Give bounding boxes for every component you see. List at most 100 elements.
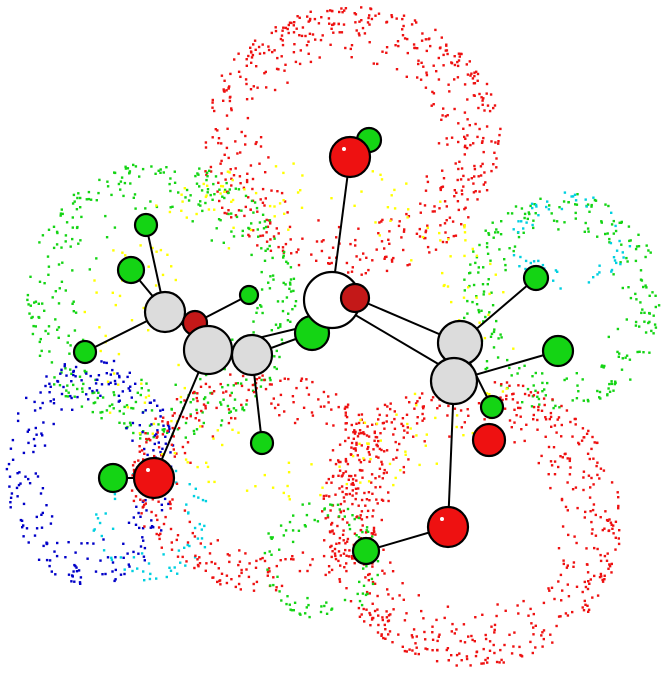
surface-dot xyxy=(403,619,407,622)
surface-dot xyxy=(179,395,183,399)
surface-dot xyxy=(254,48,257,51)
surface-dot xyxy=(422,617,425,620)
surface-dot xyxy=(34,300,38,303)
surface-dot xyxy=(474,122,477,126)
surface-dot xyxy=(230,391,233,395)
surface-dot xyxy=(206,191,209,194)
surface-dot xyxy=(133,193,137,196)
surface-dot xyxy=(512,254,516,257)
surface-dot xyxy=(357,487,360,490)
surface-dot xyxy=(381,569,384,572)
surface-dot xyxy=(610,223,614,226)
surface-dot xyxy=(405,612,408,615)
surface-dot xyxy=(532,394,536,397)
surface-dot xyxy=(564,505,568,509)
surface-dot xyxy=(529,204,532,208)
surface-dot xyxy=(205,178,208,182)
surface-dot xyxy=(132,499,136,503)
surface-dot xyxy=(150,525,154,528)
surface-dot xyxy=(171,426,174,430)
surface-dot xyxy=(600,221,603,224)
surface-dot xyxy=(537,405,540,409)
surface-dot xyxy=(22,451,26,455)
surface-dot xyxy=(392,608,395,611)
surface-dot xyxy=(26,430,29,433)
surface-dot xyxy=(211,106,214,109)
surface-dot xyxy=(483,171,486,174)
surface-dot xyxy=(63,363,66,366)
surface-dot xyxy=(245,403,248,406)
surface-dot xyxy=(351,514,354,517)
surface-dot xyxy=(381,618,384,622)
surface-dot xyxy=(553,424,557,427)
surface-dot xyxy=(126,552,129,555)
surface-dot xyxy=(481,613,484,616)
surface-dot xyxy=(210,392,214,395)
surface-dot xyxy=(386,206,390,209)
surface-dot xyxy=(170,407,173,411)
surface-dot xyxy=(255,378,259,381)
surface-dot xyxy=(415,635,418,638)
surface-dot xyxy=(515,414,518,417)
surface-dot xyxy=(34,472,37,475)
surface-dot xyxy=(139,433,142,436)
surface-dot xyxy=(362,431,365,434)
surface-dot xyxy=(357,227,360,230)
surface-dot xyxy=(359,481,362,484)
surface-dot xyxy=(128,421,132,424)
surface-dot xyxy=(266,568,269,571)
surface-dot xyxy=(50,570,53,573)
surface-dot xyxy=(604,232,607,236)
surface-dot xyxy=(553,597,556,601)
surface-dot xyxy=(593,574,596,578)
surface-dot xyxy=(620,368,624,371)
surface-dot xyxy=(225,390,228,393)
surface-dot xyxy=(353,562,356,565)
surface-dot xyxy=(547,208,551,211)
surface-dot xyxy=(354,497,357,501)
surface-dot xyxy=(495,157,498,160)
surface-dot xyxy=(421,405,425,408)
surface-dot xyxy=(527,614,530,617)
surface-dot xyxy=(469,74,472,77)
surface-dot xyxy=(384,628,387,631)
surface-dot xyxy=(282,26,285,29)
surface-dot xyxy=(240,384,244,388)
surface-dot xyxy=(275,227,278,230)
surface-dot xyxy=(335,236,338,239)
surface-dot xyxy=(576,193,579,196)
surface-dot xyxy=(378,413,381,417)
surface-dot xyxy=(376,594,379,598)
surface-dot xyxy=(232,384,235,387)
surface-dot xyxy=(258,376,261,379)
atom-o4 xyxy=(132,456,176,500)
surface-dot xyxy=(498,133,501,137)
surface-dot xyxy=(57,302,61,305)
surface-dot xyxy=(612,389,615,392)
surface-dot xyxy=(362,584,366,587)
surface-dot xyxy=(125,427,128,430)
surface-dot xyxy=(559,573,563,577)
surface-dot xyxy=(28,312,31,315)
surface-dot xyxy=(504,263,507,267)
surface-dot xyxy=(380,498,384,501)
surface-dot xyxy=(647,249,650,252)
surface-dot xyxy=(465,63,468,66)
surface-dot xyxy=(412,628,416,631)
surface-dot xyxy=(364,504,367,507)
surface-dot xyxy=(267,156,270,159)
surface-dot xyxy=(367,268,370,272)
surface-dot xyxy=(114,578,117,581)
surface-dot xyxy=(560,435,563,438)
surface-dot xyxy=(571,488,575,491)
surface-dot xyxy=(598,264,601,267)
surface-dot xyxy=(228,411,231,414)
surface-dot xyxy=(244,552,247,555)
surface-dot xyxy=(205,562,208,565)
surface-dot xyxy=(280,34,284,37)
surface-dot xyxy=(498,661,501,664)
surface-dot xyxy=(558,406,561,409)
surface-dot xyxy=(510,652,514,655)
surface-dot xyxy=(124,167,128,170)
surface-dot xyxy=(263,551,267,555)
